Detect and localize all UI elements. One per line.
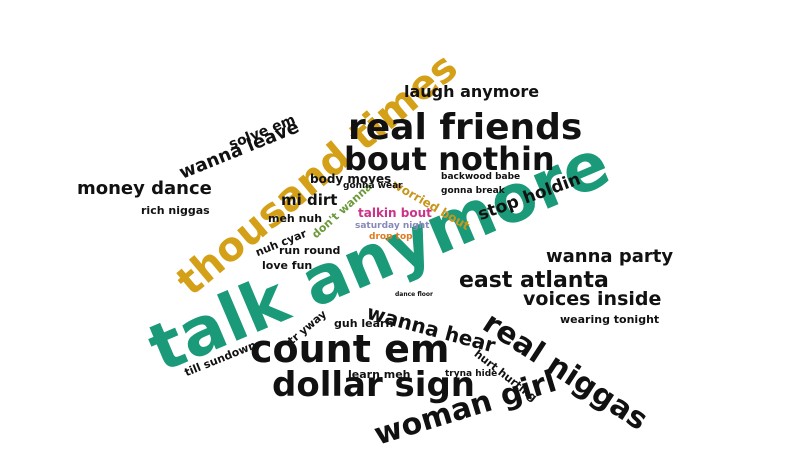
word-real-friends: real friends	[348, 107, 583, 148]
word-voices-inside: voices inside	[523, 288, 662, 310]
word-saturday-night: saturday night	[355, 221, 430, 231]
word-gonna-wear: gonna wear	[343, 181, 403, 191]
word-body-moves: body moves	[310, 172, 392, 186]
word-wanna-party: wanna party	[546, 246, 674, 267]
word-east-atlanta: east atlanta	[459, 268, 609, 293]
word-money-dance: money dance	[77, 178, 212, 199]
word-count-em: count em	[250, 327, 450, 371]
word-dollar-sign: dollar sign	[272, 365, 475, 405]
word-guh-learn: guh learn	[334, 317, 394, 330]
word-laugh-anymore: laugh anymore	[404, 82, 540, 101]
word-backwood-babe: backwood babe	[441, 172, 521, 182]
word-bout-nothin: bout nothin	[344, 140, 555, 178]
word-love-fun: love fun	[262, 259, 313, 272]
word-learn-meh: learn meh	[348, 368, 411, 381]
word-rich-niggas: rich niggas	[141, 204, 210, 217]
word-talkin-bout: talkin bout	[358, 206, 432, 220]
word-run-round: run round	[279, 244, 341, 257]
word-drop-top: drop top	[369, 232, 413, 242]
word-dance-floor: dance floor	[395, 291, 433, 298]
word-mi-dirt: mi dirt	[281, 191, 338, 209]
word-tryna-hide: tryna hide	[445, 369, 498, 379]
word-meh-nuh: meh nuh	[268, 212, 323, 225]
word-gonna-break: gonna break	[441, 186, 505, 196]
word-wearing-tonight: wearing tonight	[560, 313, 660, 326]
